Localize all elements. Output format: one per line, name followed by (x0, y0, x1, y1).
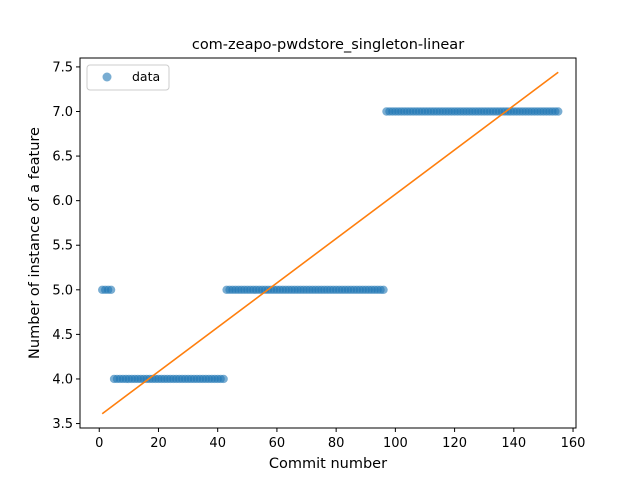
y-tick-label: 6.5 (52, 150, 73, 165)
x-tick-label: 0 (95, 436, 103, 451)
y-tick-label: 4.0 (52, 372, 73, 387)
x-tick-label: 40 (209, 436, 226, 451)
x-tick-label: 80 (328, 436, 345, 451)
legend-label-data: data (132, 69, 160, 84)
data-point (554, 107, 562, 115)
chart-title: com-zeapo-pwdstore_singleton-linear (192, 37, 464, 53)
x-tick-label: 100 (383, 436, 408, 451)
x-tick-label: 120 (442, 436, 467, 451)
legend: data (87, 65, 169, 90)
y-tick-label: 5.0 (52, 283, 73, 298)
x-tick-label: 160 (561, 436, 586, 451)
x-tick-label: 140 (501, 436, 526, 451)
y-tick-label: 3.5 (52, 417, 73, 432)
y-tick-label: 6.0 (52, 194, 73, 209)
data-point (379, 286, 387, 294)
y-axis-label: Number of instance of a feature (27, 127, 43, 359)
data-point (219, 375, 227, 383)
legend-marker-data (103, 73, 112, 82)
y-tick-label: 7.0 (52, 105, 73, 120)
x-axis-label: Commit number (269, 456, 387, 472)
x-tick-label: 60 (269, 436, 286, 451)
x-tick-label: 20 (150, 436, 167, 451)
y-tick-label: 5.5 (52, 239, 73, 254)
y-tick-label: 7.5 (52, 60, 73, 75)
y-tick-label: 4.5 (52, 328, 73, 343)
data-point (107, 286, 115, 294)
